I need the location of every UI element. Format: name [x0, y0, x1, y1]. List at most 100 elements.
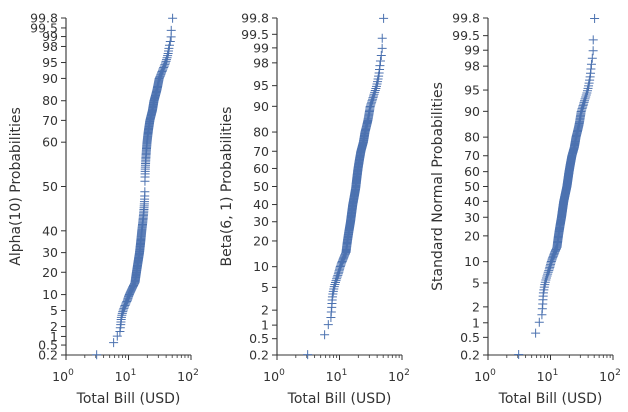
- y-tick-label: 60: [464, 164, 480, 179]
- data-point-marker: [543, 269, 553, 279]
- x-tick-exponent: 2: [615, 368, 621, 378]
- data-point-marker: [140, 187, 150, 197]
- y-tick-label: 99: [253, 40, 269, 55]
- y-tick-label: 50: [42, 179, 58, 194]
- y-tick-label: 20: [42, 265, 58, 280]
- data-point-marker: [581, 90, 591, 100]
- data-point-marker: [162, 53, 172, 63]
- data-point-marker: [580, 94, 590, 104]
- y-tick-label: 95: [42, 55, 58, 70]
- data-point-marker: [586, 64, 596, 74]
- data-point-marker: [166, 25, 176, 35]
- x-tick-label: 102: [388, 368, 410, 384]
- y-tick-label: 90: [253, 99, 269, 114]
- data-point-marker: [586, 59, 596, 69]
- data-point-marker: [514, 350, 524, 360]
- data-point-marker: [582, 88, 592, 98]
- data-point-marker: [540, 277, 550, 287]
- data-point-marker: [369, 89, 379, 99]
- panel-beta: 0.20.512510203040506070809095989999.599.…: [219, 11, 410, 408]
- data-point-marker: [541, 273, 551, 283]
- data-point-marker: [541, 275, 551, 285]
- y-tick-label: 30: [253, 214, 269, 229]
- y-tick-label: 10: [464, 254, 480, 269]
- y-tick-label: 30: [42, 245, 58, 260]
- x-tick-exponent: 1: [342, 368, 348, 378]
- data-point-marker: [372, 79, 382, 89]
- y-tick-label: 70: [42, 113, 58, 128]
- data-point-marker: [371, 81, 381, 91]
- x-tick-label: 100: [474, 368, 496, 384]
- panel-alpha: 0.20.512510203040506070809095989999.599.…: [8, 11, 199, 408]
- x-tick-label: 101: [115, 368, 137, 384]
- x-tick-base: 10: [52, 369, 68, 384]
- data-point-marker: [379, 13, 389, 23]
- data-point-marker: [109, 338, 119, 348]
- data-point-marker: [163, 51, 173, 61]
- data-point-marker: [588, 46, 598, 56]
- data-markers: [303, 13, 389, 360]
- y-tick-label: 95: [253, 78, 269, 93]
- x-tick-base: 10: [177, 369, 193, 384]
- y-tick-label: 90: [42, 71, 58, 86]
- y-tick-label: 98: [253, 55, 269, 70]
- x-tick-base: 10: [537, 369, 553, 384]
- y-tick-label: 0.5: [249, 331, 269, 346]
- y-tick-label: 99: [464, 43, 480, 58]
- x-tick-base: 10: [599, 369, 615, 384]
- x-tick-label: 101: [537, 368, 559, 384]
- x-tick-label: 101: [326, 368, 348, 384]
- y-tick-label: 5: [472, 275, 480, 290]
- data-point-marker: [122, 296, 132, 306]
- y-tick-label: 5: [261, 280, 269, 295]
- y-tick-label: 50: [253, 179, 269, 194]
- y-tick-label: 50: [464, 179, 480, 194]
- y-tick-label: 0.2: [460, 348, 480, 363]
- y-tick-label: 0.5: [38, 338, 58, 353]
- y-tick-label: 95: [464, 83, 480, 98]
- y-axis-label: Beta(6, 1) Probabilities: [219, 107, 235, 267]
- x-tick-exponent: 0: [68, 368, 74, 378]
- data-point-marker: [370, 85, 380, 95]
- x-tick-exponent: 1: [553, 368, 559, 378]
- y-tick-label: 10: [42, 287, 58, 302]
- data-point-marker: [330, 280, 340, 290]
- y-tick-label: 40: [464, 194, 480, 209]
- data-point-marker: [371, 83, 381, 93]
- data-point-marker: [582, 86, 592, 96]
- data-point-marker: [581, 92, 591, 102]
- x-tick-base: 10: [474, 369, 490, 384]
- x-tick-base: 10: [326, 369, 342, 384]
- data-point-marker: [377, 43, 387, 53]
- y-tick-label: 0.5: [460, 330, 480, 345]
- data-point-marker: [164, 40, 174, 50]
- x-tick-exponent: 1: [131, 368, 137, 378]
- data-point-marker: [369, 91, 379, 101]
- y-tick-label: 1: [472, 315, 480, 330]
- data-markers: [92, 13, 178, 360]
- data-point-marker: [303, 350, 313, 360]
- x-tick-label: 100: [263, 368, 285, 384]
- x-tick-exponent: 2: [193, 368, 199, 378]
- data-point-marker: [329, 284, 339, 294]
- y-tick-label: 90: [464, 104, 480, 119]
- y-tick-label: 80: [42, 93, 58, 108]
- data-point-marker: [590, 13, 600, 23]
- data-point-marker: [376, 50, 386, 60]
- data-point-marker: [168, 13, 178, 23]
- y-tick-label: 10: [253, 259, 269, 274]
- x-tick-label: 100: [52, 368, 74, 384]
- x-axis-label: Total Bill (USD): [287, 391, 392, 407]
- y-tick-label: 80: [464, 130, 480, 145]
- data-point-marker: [540, 280, 550, 290]
- y-tick-label: 0.2: [38, 348, 58, 363]
- data-point-marker: [330, 278, 340, 288]
- x-tick-exponent: 2: [404, 368, 410, 378]
- y-axis-label: Alpha(10) Probabilities: [8, 107, 24, 266]
- y-tick-label: 99.8: [452, 11, 480, 26]
- panel-normal: 0.20.512510203040506070809095989999.599.…: [430, 11, 621, 408]
- y-tick-label: 80: [253, 125, 269, 140]
- x-tick-base: 10: [263, 369, 279, 384]
- x-tick-base: 10: [115, 369, 131, 384]
- y-tick-label: 40: [42, 223, 58, 238]
